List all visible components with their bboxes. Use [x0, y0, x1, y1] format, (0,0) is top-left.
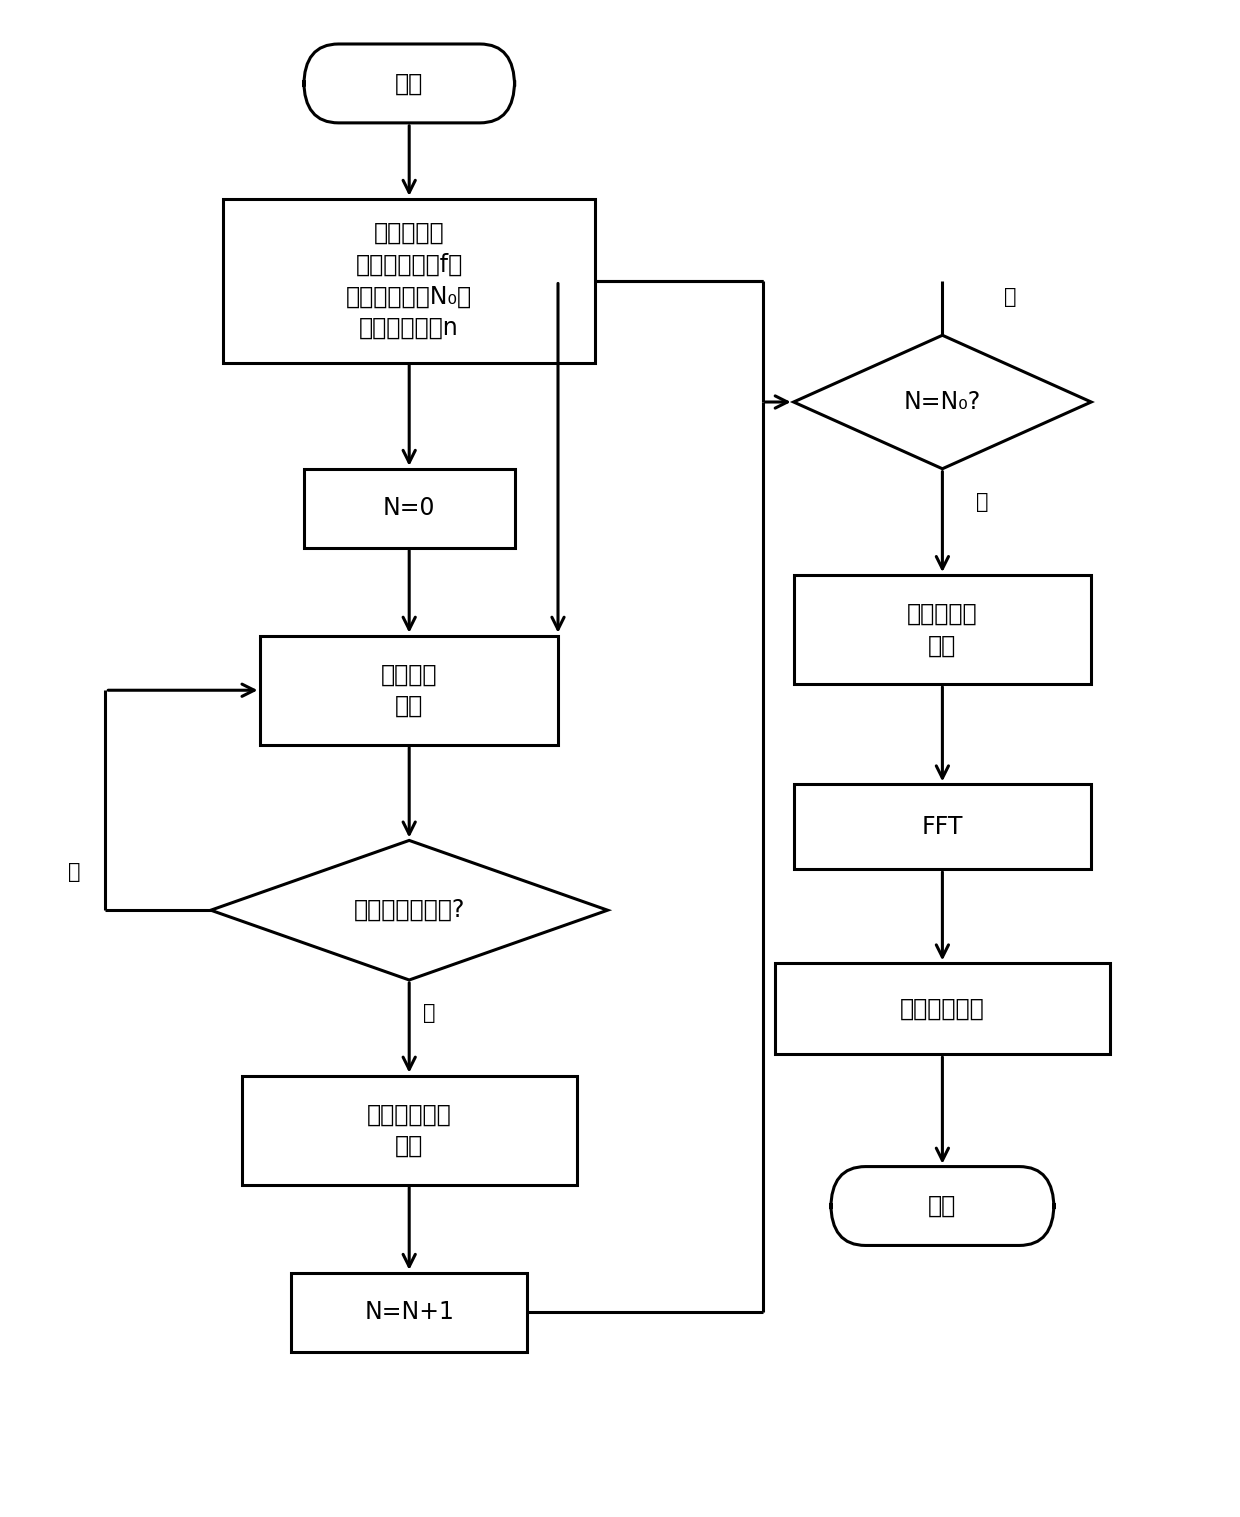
- Text: 是: 是: [976, 492, 988, 513]
- Bar: [794, 784, 1091, 869]
- FancyBboxPatch shape: [304, 44, 515, 123]
- Text: 开始: 开始: [396, 71, 423, 96]
- Polygon shape: [794, 335, 1091, 469]
- Bar: [794, 575, 1091, 684]
- Text: 等光频间隔重
采样: 等光频间隔重 采样: [367, 1103, 451, 1157]
- Text: 是: 是: [68, 862, 81, 883]
- Text: 否: 否: [423, 1003, 435, 1024]
- Text: 拼接重采样
信号: 拼接重采样 信号: [908, 602, 977, 657]
- Text: 否: 否: [1004, 287, 1017, 308]
- Bar: [304, 469, 515, 548]
- Bar: [223, 199, 595, 363]
- Bar: [291, 1273, 527, 1352]
- Polygon shape: [211, 840, 608, 980]
- Text: 信号是否有错误?: 信号是否有错误?: [353, 898, 465, 922]
- Text: 开始采集
数据: 开始采集 数据: [381, 663, 438, 718]
- FancyBboxPatch shape: [831, 1167, 1054, 1245]
- Text: FFT: FFT: [921, 815, 963, 839]
- Text: N=N+1: N=N+1: [365, 1300, 454, 1324]
- Bar: [242, 1076, 577, 1185]
- Text: 系统初始化
设置采样频率f、
采样数据段数N₀、
每段采样点数n: 系统初始化 设置采样频率f、 采样数据段数N₀、 每段采样点数n: [346, 221, 472, 340]
- Bar: [260, 636, 558, 745]
- Text: N=0: N=0: [383, 496, 435, 520]
- Bar: [775, 963, 1110, 1054]
- Text: N=N₀?: N=N₀?: [904, 390, 981, 414]
- Text: 结束: 结束: [929, 1194, 956, 1218]
- Text: 显示测量结果: 显示测量结果: [900, 997, 985, 1021]
